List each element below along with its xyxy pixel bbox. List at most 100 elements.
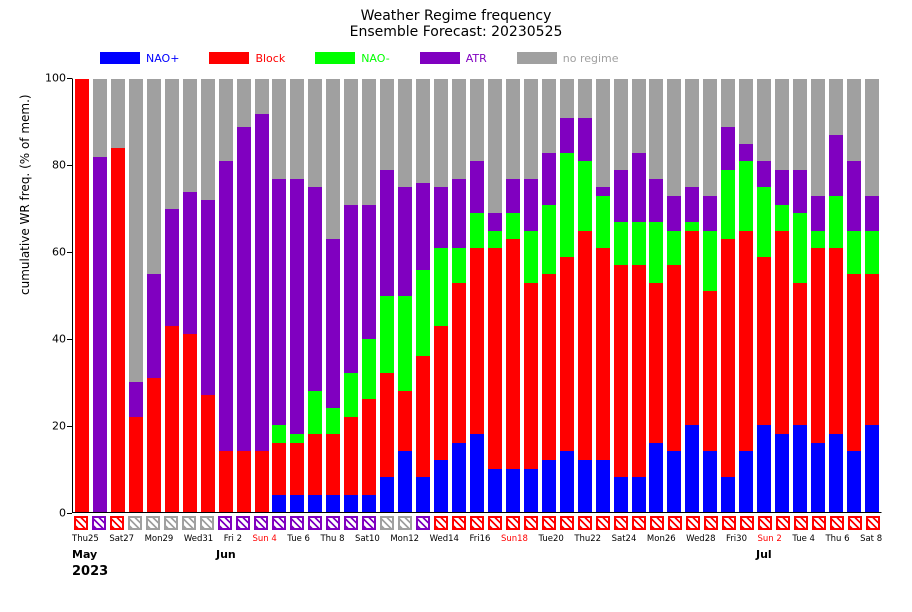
day-slot: [648, 79, 666, 512]
regime-box: [362, 516, 376, 530]
regime-cell: [522, 516, 540, 530]
regime-box: [470, 516, 484, 530]
bar-segment: [775, 231, 789, 435]
regime-box: [308, 516, 322, 530]
bar-segment: [93, 79, 107, 157]
bar-segment: [685, 222, 699, 231]
x-tick-label: Thu22: [574, 534, 601, 548]
regime-box: [434, 516, 448, 530]
day-slot: [306, 79, 324, 512]
regime-box: [416, 516, 430, 530]
bar-segment: [560, 79, 574, 118]
regime-box: [794, 516, 808, 530]
bar-segment: [667, 79, 681, 196]
regime-cell: [198, 516, 216, 530]
month-label: May: [72, 548, 97, 561]
bar-segment: [632, 477, 646, 512]
bar-segment: [578, 231, 592, 460]
regime-cell: [72, 516, 90, 530]
x-tick-label: Thu 6: [825, 534, 849, 548]
bar-segment: [847, 231, 861, 274]
regime-box: [254, 516, 268, 530]
legend-label: Block: [255, 52, 285, 65]
chart-title: Weather Regime frequency: [0, 8, 912, 24]
bar-segment: [667, 231, 681, 266]
bar-segment: [811, 196, 825, 231]
legend-swatch: [100, 52, 140, 64]
bar-segment: [434, 460, 448, 512]
regime-cell: [432, 516, 450, 530]
bar-segment: [703, 231, 717, 292]
legend-swatch: [420, 52, 460, 64]
legend-item: NAO-: [315, 52, 390, 65]
day-slot: [665, 79, 683, 512]
regime-cell: [666, 516, 684, 530]
x-tick-label: [815, 534, 826, 548]
regime-cell: [810, 516, 828, 530]
bar-segment: [362, 339, 376, 400]
bar-segment: [147, 79, 161, 274]
regime-cell: [216, 516, 234, 530]
bar-segment: [614, 170, 628, 222]
x-tick-label: [528, 534, 539, 548]
bar-segment: [308, 495, 322, 512]
day-slot: [181, 79, 199, 512]
bar-segment: [524, 179, 538, 231]
bar-segment: [344, 79, 358, 205]
day-slot: [558, 79, 576, 512]
x-tick-label: [564, 534, 575, 548]
stacked-bar: [272, 79, 286, 512]
bar-segment: [667, 451, 681, 512]
bar-segment: [649, 179, 663, 222]
bar-segment: [183, 192, 197, 335]
day-slot: [127, 79, 145, 512]
bar-segment: [380, 477, 394, 512]
bar-segment: [344, 373, 358, 416]
regime-cell: [630, 516, 648, 530]
stacked-bar: [147, 79, 161, 512]
regime-box: [236, 516, 250, 530]
regime-box: [812, 516, 826, 530]
x-tick-label: Wed28: [686, 534, 715, 548]
bar-segment: [416, 356, 430, 477]
regime-cell: [378, 516, 396, 530]
regime-cell: [180, 516, 198, 530]
stacked-bar: [667, 79, 681, 512]
chart-subtitle: Ensemble Forecast: 20230525: [0, 24, 912, 40]
regime-box: [542, 516, 556, 530]
bar-segment: [488, 79, 502, 213]
regime-box: [686, 516, 700, 530]
regime-cell: [540, 516, 558, 530]
bar-segment: [721, 170, 735, 239]
day-slot: [755, 79, 773, 512]
day-slot: [378, 79, 396, 512]
day-slot: [540, 79, 558, 512]
day-slot: [486, 79, 504, 512]
regime-box: [452, 516, 466, 530]
day-slot: [468, 79, 486, 512]
bar-segment: [129, 417, 143, 512]
bar-segment: [344, 417, 358, 495]
bar-segment: [811, 443, 825, 512]
bar-segment: [811, 231, 825, 248]
x-tick-label: [380, 534, 391, 548]
bar-segment: [811, 79, 825, 196]
bar-segment: [488, 213, 502, 230]
bar-segment: [632, 265, 646, 477]
stacked-bar: [757, 79, 771, 512]
legend-label: no regime: [563, 52, 619, 65]
day-slot: [594, 79, 612, 512]
regime-box: [74, 516, 88, 530]
bar-segment: [739, 451, 753, 512]
bar-segment: [183, 79, 197, 192]
bar-segment: [488, 231, 502, 248]
bar-segment: [219, 161, 233, 451]
x-tick-label: [277, 534, 288, 548]
regime-box: [128, 516, 142, 530]
legend-item: ATR: [420, 52, 487, 65]
x-tick-label: Fri30: [726, 534, 747, 548]
regime-cell: [468, 516, 486, 530]
regime-box: [164, 516, 178, 530]
month-label: Jul: [756, 548, 772, 561]
regime-cell: [342, 516, 360, 530]
